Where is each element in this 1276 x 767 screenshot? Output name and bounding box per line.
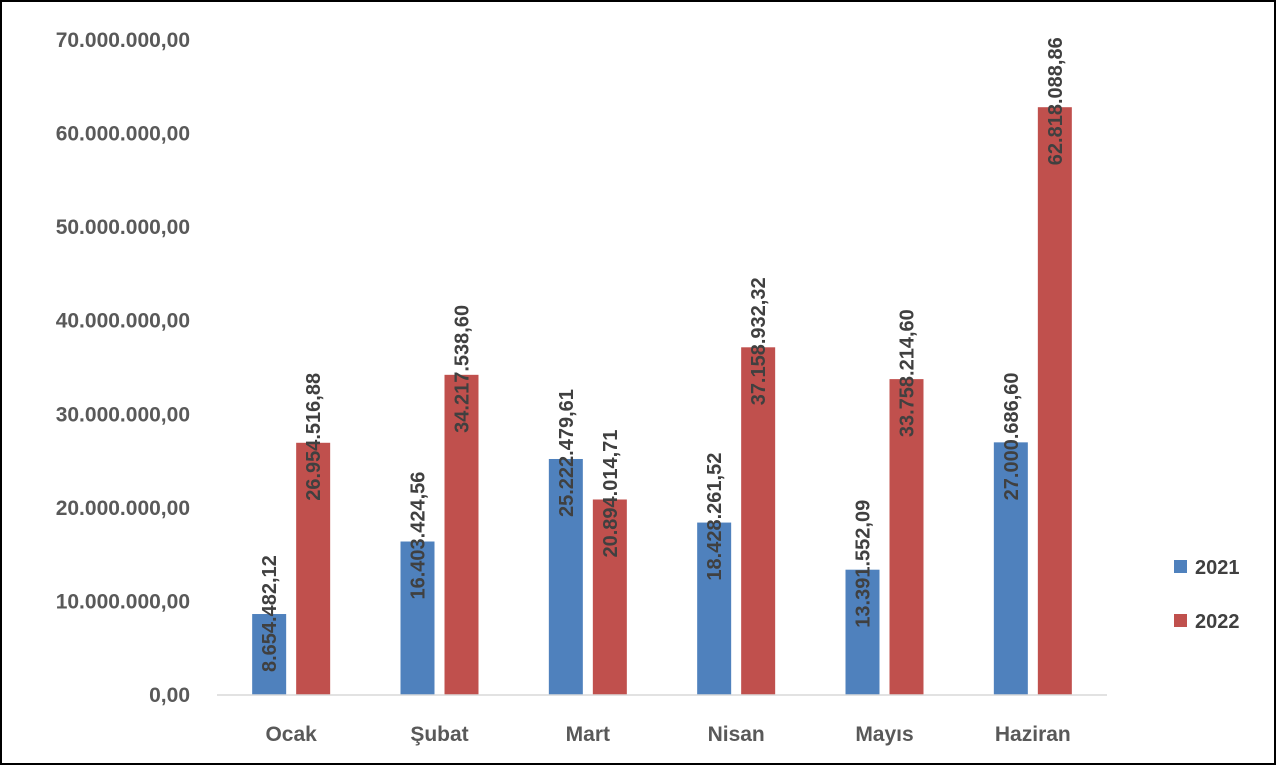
bar-2021-nisan [697,522,732,695]
data-label-2021-mart: 25.222.479,61 [556,389,578,517]
bar-2022-ocak [296,442,331,695]
legend-label-2022: 2022 [1195,611,1240,633]
data-label-2021-şubat: 16.403.424,56 [408,472,430,600]
data-label-2021-mayıs: 13.391.552,09 [853,500,875,628]
x-tick-label: Nisan [708,723,765,746]
x-tick-label: Ocak [265,723,317,746]
bar-2022-mayıs [889,379,924,695]
y-tick-label: 30.000.000,00 [56,403,190,426]
bar-2022-haziran [1037,107,1072,696]
bar-2022-nisan [741,347,776,695]
bar-2021-mayıs [845,569,880,695]
data-label-2022-mayıs: 33.758.214,60 [897,309,919,437]
legend-swatch-2021 [1174,560,1187,573]
x-tick-label: Mart [566,723,610,746]
bars [252,107,1072,696]
y-tick-label: 50.000.000,00 [56,216,190,239]
bar-2021-haziran [993,442,1028,695]
data-label-2022-ocak: 26.954.516,88 [303,373,325,501]
data-labels: 8.654.482,12 26.954.516,88 16.403.424,56 34… [259,37,1067,672]
x-tick-label: Haziran [995,723,1071,746]
y-tick-label: 10.000.000,00 [56,590,190,613]
data-label-2022-nisan: 37.158.932,32 [748,277,770,405]
data-label-2022-haziran: 62.818.088,86 [1045,37,1067,165]
x-axis-ticks: Ocak Şubat Mart Nisan Mayıs Haziran [265,723,1070,746]
data-label-2021-haziran: 27.000.686,60 [1001,372,1023,500]
bar-2022-mart [592,499,627,695]
data-label-2021-nisan: 18.428.261,52 [704,453,726,581]
data-label-2022-mart: 20.894.014,71 [600,430,622,558]
y-axis-ticks: 0,00 10.000.000,00 20.000.000,00 30.000.000… [56,29,190,707]
y-tick-label: 70.000.000,00 [56,29,190,52]
legend: 2021 2022 [1174,557,1240,633]
y-tick-label: 0,00 [149,684,190,707]
legend-label-2021: 2021 [1195,557,1240,579]
bar-2021-şubat [400,541,435,695]
bar-2022-şubat [444,374,479,695]
y-tick-label: 20.000.000,00 [56,497,190,520]
data-label-2021-ocak: 8.654.482,12 [259,555,281,672]
y-tick-label: 60.000.000,00 [56,123,190,146]
legend-swatch-2022 [1174,614,1187,627]
bar-2021-mart [548,458,583,695]
y-tick-label: 40.000.000,00 [56,310,190,333]
x-tick-label: Mayıs [855,723,913,746]
data-label-2022-şubat: 34.217.538,60 [452,305,474,433]
bar-2021-ocak [252,614,287,695]
x-tick-label: Şubat [410,723,468,746]
